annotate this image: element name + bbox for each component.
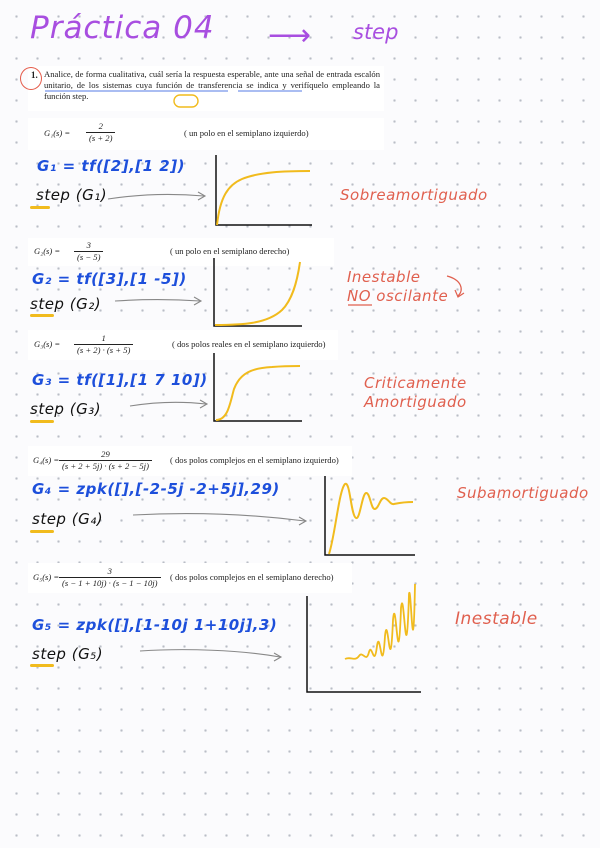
title-subject: step: [353, 20, 398, 44]
tf-lhs-4: G₄(s) =: [33, 455, 60, 465]
tf-note-2: ( un polo en el semiplano derecho): [170, 246, 290, 256]
code-4: G₄ = zpk([],[-2-5j -2+5j],29): [32, 480, 280, 498]
step-call-1: step (G₁): [36, 186, 108, 204]
plot-4: [324, 476, 415, 556]
plot-2: [213, 258, 302, 327]
page-title: Práctica 04: [30, 10, 215, 46]
tf-box-1: G₁(s) = 2 (s + 2) ( un polo en el semipl…: [28, 118, 384, 150]
tf-den-3: (s + 2) · (s + 5): [74, 344, 134, 356]
tf-fraction-2: 3 (s − 5): [74, 240, 104, 263]
tf-lhs-5: G₅(s) =: [33, 572, 60, 582]
result-3: Criticamente Amortiguado: [364, 374, 467, 412]
title-arrow-glyph: ⟶: [268, 18, 312, 53]
result-4: Subamortiguado: [457, 484, 589, 502]
task-statement: 1. Analice, de forma cualitativa, cuál s…: [28, 66, 384, 111]
step-underline-4: [30, 530, 54, 533]
code-5: G₅ = zpk([],[1-10j 1+10j],3): [32, 616, 278, 634]
result-2-line1: Inestable: [347, 268, 421, 286]
plot-3: [213, 353, 302, 422]
title-arrow: ⟶: [268, 18, 311, 53]
tf-note-3: ( dos polos reales en el semiplano izqui…: [172, 339, 326, 349]
code-3: G₃ = tf([1],[1 7 10]): [32, 371, 208, 389]
step-call-5: step (G₅): [32, 645, 104, 663]
tf-lhs-2: G₂(s) =: [34, 246, 61, 256]
tf-num-3: 1: [101, 333, 106, 343]
tf-num-2: 3: [86, 240, 91, 250]
tf-note-1: ( un polo en el semiplano izquierdo): [184, 128, 309, 138]
tf-den-5: (s − 1 + 10j) · (s − 1 − 10j): [59, 577, 161, 589]
plot-1: [215, 155, 312, 226]
plot-5: [306, 583, 421, 693]
result-1: Sobreamortiguado: [340, 186, 488, 204]
tf-note-5: ( dos polos complejos en el semiplano de…: [170, 572, 334, 582]
result-2-line2: NO oscilante: [347, 287, 449, 305]
task-text: Analice, de forma cualitativa, cuál serí…: [44, 69, 380, 101]
tf-note-4: ( dos polos complejos en el semiplano iz…: [170, 455, 339, 465]
step-call-2: step (G₂): [30, 295, 102, 313]
result-2: Inestable NO oscilante: [347, 268, 448, 306]
step-underline-2: [30, 314, 54, 317]
tf-fraction-5: 3 (s − 1 + 10j) · (s − 1 − 10j): [59, 566, 161, 589]
tf-box-2: G₂(s) = 3 (s − 5) ( un polo en el semipl…: [28, 238, 334, 266]
code-2: G₂ = tf([3],[1 -5]): [32, 270, 187, 288]
step-underline-3: [30, 420, 54, 423]
result-3-line1: Criticamente: [364, 374, 467, 392]
tf-box-5: G₅(s) = 3 (s − 1 + 10j) · (s − 1 − 10j) …: [28, 563, 352, 593]
tf-fraction-1: 2 (s + 2): [86, 121, 116, 144]
code-1: G₁ = tf([2],[1 2]): [37, 157, 185, 175]
step-underline-1: [30, 206, 50, 209]
tf-box-4: G₄(s) = 29 (s + 2 + 5j) · (s + 2 − 5j) (…: [28, 446, 352, 476]
tf-num-1: 2: [98, 121, 103, 131]
step-call-4: step (G₄): [32, 510, 104, 528]
tf-den-1: (s + 2): [86, 132, 116, 144]
tf-fraction-4: 29 (s + 2 + 5j) · (s + 2 − 5j): [59, 449, 152, 472]
step-underline-5: [30, 664, 54, 667]
tf-fraction-3: 1 (s + 2) · (s + 5): [74, 333, 134, 356]
result-3-line2: Amortiguado: [364, 393, 467, 411]
tf-lhs-1: G₁(s) =: [44, 128, 71, 138]
title-text: Práctica 04: [30, 10, 215, 46]
tf-box-3: G₃(s) = 1 (s + 2) · (s + 5) ( dos polos …: [28, 330, 338, 360]
tf-den-2: (s − 5): [74, 251, 104, 263]
tf-den-4: (s + 2 + 5j) · (s + 2 − 5j): [59, 460, 152, 472]
tf-num-4: 29: [101, 449, 110, 459]
title-subject-text: step: [353, 20, 399, 44]
tf-num-5: 3: [107, 566, 112, 576]
result-5: Inestable: [455, 609, 538, 629]
step-call-3: step (G₃): [30, 400, 102, 418]
tf-lhs-3: G₃(s) =: [34, 339, 61, 349]
task-number-circle: [20, 67, 42, 90]
